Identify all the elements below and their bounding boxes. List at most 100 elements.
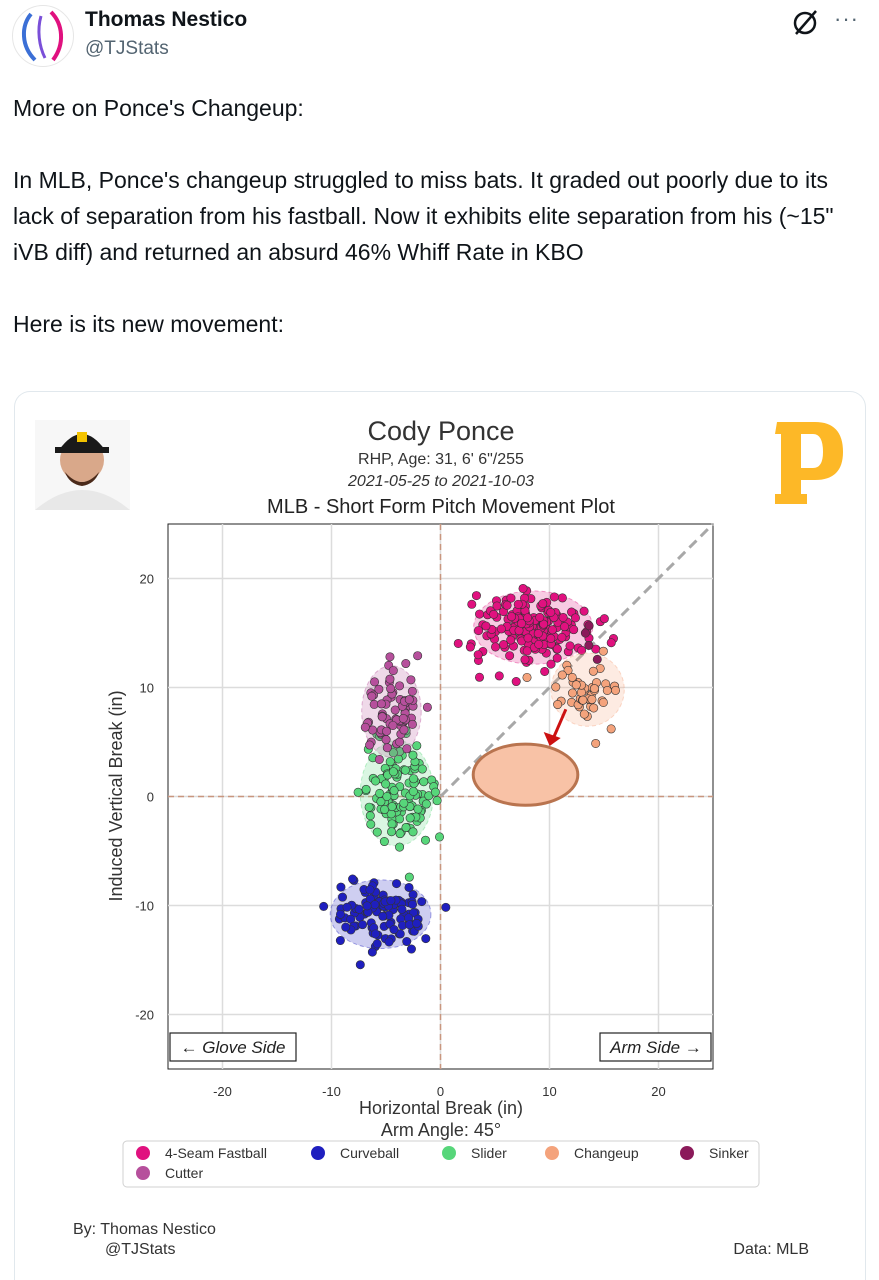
legend-swatch: [136, 1166, 150, 1180]
data-point: [520, 655, 530, 665]
data-point: [405, 813, 415, 823]
data-point: [578, 695, 588, 705]
handle[interactable]: @TJStats: [85, 38, 169, 59]
legend-frame: [122, 1140, 760, 1188]
data-point: [401, 659, 411, 669]
data-point: [338, 892, 348, 902]
data-point: [358, 920, 368, 930]
data-point: [362, 901, 372, 911]
data-point: [505, 651, 515, 661]
data-point: [341, 922, 351, 932]
data-point: [580, 628, 590, 638]
glove-side-box: [169, 1032, 297, 1062]
data-point: [401, 822, 411, 832]
data-point: [611, 685, 621, 695]
y-tick-label: 20: [140, 572, 154, 587]
data-point: [406, 675, 416, 685]
data-point: [571, 680, 581, 690]
data-point: [506, 593, 516, 603]
data-point: [606, 724, 616, 734]
data-point: [412, 741, 422, 751]
data-point: [404, 872, 414, 882]
credit-handle: @TJStats: [105, 1241, 175, 1258]
data-point: [557, 632, 567, 642]
data-point: [523, 633, 533, 643]
data-point: [402, 937, 412, 947]
tweet-header: Thomas Nestico @TJStats ···: [0, 0, 879, 80]
data-point: [370, 677, 380, 687]
series-sinker: [580, 621, 602, 664]
legend-swatch: [680, 1146, 694, 1160]
data-point: [388, 666, 398, 676]
data-point: [587, 694, 597, 704]
data-point: [496, 624, 506, 634]
data-point: [598, 646, 608, 656]
data-point: [417, 897, 427, 907]
tweet-paragraph: More on Ponce's Changeup:: [13, 95, 304, 121]
tweet-text: More on Ponce's Changeup: In MLB, Ponce'…: [13, 90, 863, 378]
data-point: [588, 666, 598, 676]
data-point: [417, 764, 427, 774]
data-point: [579, 606, 589, 616]
data-point: [502, 600, 512, 610]
credit-author: By: Thomas Nestico: [73, 1221, 216, 1238]
data-point: [389, 786, 399, 796]
data-point: [409, 774, 419, 784]
x-tick-label: 0: [437, 1084, 444, 1099]
data-point: [546, 607, 556, 617]
data-point: [546, 659, 556, 669]
data-point: [335, 909, 345, 919]
data-point: [348, 874, 358, 884]
more-icon[interactable]: ···: [834, 6, 859, 31]
data-point: [517, 618, 527, 628]
data-point: [387, 819, 397, 829]
data-point: [507, 612, 517, 622]
legend-item: Curveball: [311, 1145, 399, 1161]
data-point: [390, 705, 400, 715]
data-point: [399, 798, 409, 808]
data-point: [400, 765, 410, 775]
y-tick-label: 10: [140, 681, 154, 696]
data-point: [538, 599, 548, 609]
data-point: [382, 726, 392, 736]
data-point: [602, 685, 612, 695]
grok-icon[interactable]: [790, 8, 820, 38]
data-point: [413, 804, 423, 814]
data-point: [422, 702, 432, 712]
legend-label: Cutter: [165, 1165, 203, 1181]
arm-angle-label: Arm Angle: 45°: [381, 1120, 501, 1140]
tweet-paragraph: Here is its new movement:: [13, 311, 284, 337]
data-point: [475, 609, 485, 619]
y-axis-label: Induced Vertical Break (in): [106, 690, 126, 901]
data-point: [407, 686, 417, 696]
data-point: [474, 626, 484, 636]
legend-label: Curveball: [340, 1145, 399, 1161]
data-point: [408, 899, 418, 909]
data-point: [584, 621, 594, 631]
data-point: [552, 644, 562, 654]
data-point: [335, 936, 345, 946]
data-point: [589, 703, 599, 713]
data-point: [492, 601, 502, 611]
data-point: [342, 902, 352, 912]
data-point: [552, 653, 562, 663]
data-point: [589, 684, 599, 694]
display-name[interactable]: Thomas Nestico: [85, 8, 248, 31]
avatar[interactable]: [12, 5, 74, 67]
media-image[interactable]: Cody Ponce RHP, Age: 31, 6' 6"/255 2021-…: [14, 391, 866, 1280]
plot-area: -20 -10 0 10 20 -20 -10 0 10 20 ← Glove Side Arm Si…: [135, 522, 715, 1099]
data-point: [420, 835, 430, 845]
data-point: [366, 819, 376, 829]
legend-label: Slider: [471, 1145, 507, 1161]
data-point: [374, 684, 384, 694]
data-point: [386, 896, 396, 906]
data-point: [385, 652, 395, 662]
legend-label: 4-Seam Fastball: [165, 1145, 267, 1161]
data-point: [592, 654, 602, 664]
highlight-arrow-head: [543, 732, 561, 746]
data-point: [430, 787, 440, 797]
data-point: [506, 635, 516, 645]
y-tick-label: 0: [147, 790, 154, 805]
data-point: [567, 672, 577, 682]
data-point: [365, 740, 375, 750]
